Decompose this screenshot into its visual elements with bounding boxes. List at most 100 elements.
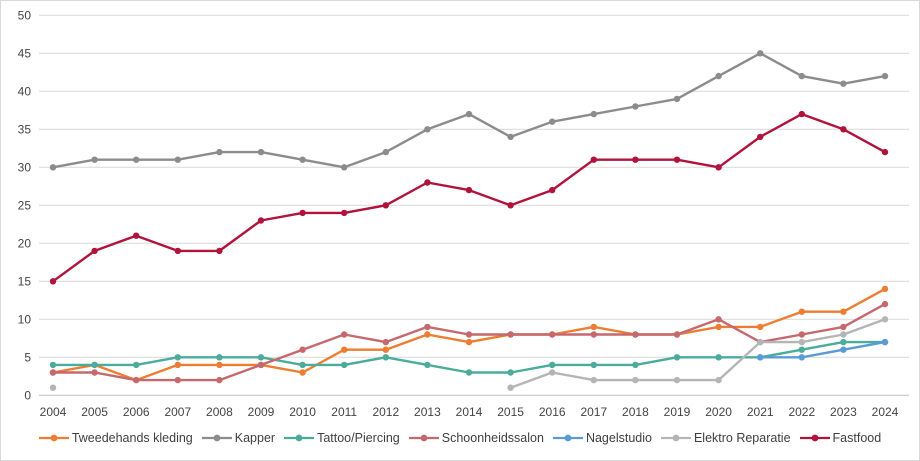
- series-line-elektro-reparatie: [509, 318, 887, 389]
- data-point-tweedehands-kleding: [840, 308, 847, 315]
- data-point-tattoo-piercing: [257, 354, 265, 361]
- x-tick-label: 2011: [331, 405, 357, 419]
- y-tick-label: 45: [18, 46, 32, 60]
- data-point-fastfood: [133, 232, 140, 239]
- legend-marker-icon: [799, 434, 830, 442]
- data-point-schoonheidssalon: [549, 331, 556, 338]
- data-point-elektro-reparatie: [507, 384, 514, 391]
- legend-marker-icon: [284, 434, 315, 442]
- data-point-tattoo-piercing: [216, 354, 223, 361]
- y-tick-label: 30: [18, 160, 32, 174]
- y-tick-label: 10: [18, 312, 32, 326]
- data-point-tweedehands-kleding: [715, 323, 722, 331]
- data-point-elektro-reparatie: [840, 331, 847, 338]
- series-line-kapper: [51, 52, 887, 169]
- data-point-schoonheidssalon: [424, 323, 431, 331]
- data-point-fastfood: [341, 209, 348, 217]
- x-tick-label: 2020: [705, 405, 732, 419]
- data-point-kapper: [632, 103, 639, 110]
- y-tick-label: 40: [18, 84, 32, 98]
- data-point-kapper: [507, 133, 514, 141]
- x-tick-label: 2007: [164, 405, 191, 419]
- y-tick-label: 25: [18, 198, 32, 212]
- data-point-fastfood: [299, 209, 306, 217]
- x-tick-label: 2017: [580, 405, 607, 419]
- data-point-kapper: [465, 110, 473, 118]
- data-point-kapper: [590, 110, 597, 118]
- legend-item-kapper: Kapper: [201, 431, 275, 445]
- data-point-tattoo-piercing: [341, 361, 348, 369]
- data-point-fastfood: [216, 247, 223, 255]
- data-point-fastfood: [382, 202, 389, 209]
- data-point-fastfood: [465, 186, 473, 194]
- data-point-kapper: [715, 72, 722, 80]
- data-point-elektro-reparatie: [632, 376, 639, 384]
- x-tick-label: 2018: [622, 405, 649, 419]
- x-tick-label: 2016: [539, 405, 566, 419]
- data-point-schoonheidssalon: [49, 369, 57, 376]
- data-point-tweedehands-kleding: [382, 346, 389, 353]
- data-point-tweedehands-kleding: [174, 361, 181, 369]
- data-point-kapper: [840, 80, 847, 87]
- data-point-kapper: [341, 164, 348, 171]
- data-point-tweedehands-kleding: [424, 331, 431, 338]
- legend-item-tweedehands-kleding: Tweedehands kleding: [38, 431, 193, 445]
- data-point-schoonheidssalon: [382, 338, 389, 346]
- data-point-schoonheidssalon: [257, 361, 265, 369]
- data-point-tweedehands-kleding: [341, 346, 348, 353]
- data-point-nagelstudio: [840, 346, 847, 353]
- x-tick-label: 2006: [123, 405, 150, 419]
- data-point-fastfood: [757, 133, 764, 141]
- data-point-elektro-reparatie: [715, 376, 722, 384]
- data-point-schoonheidssalon: [715, 316, 722, 323]
- data-point-elektro-reparatie: [49, 384, 57, 391]
- legend-item-schoonheidssalon: Schoonheidssalon: [408, 431, 544, 445]
- y-tick-label: 5: [24, 350, 31, 364]
- data-point-kapper: [798, 72, 805, 80]
- data-point-nagelstudio: [798, 354, 805, 361]
- legend-label: Schoonheidssalon: [441, 431, 544, 445]
- data-point-schoonheidssalon: [673, 331, 681, 338]
- legend-item-elektro-reparatie: Elektro Reparatie: [660, 431, 791, 445]
- data-point-kapper: [549, 118, 556, 125]
- data-point-fastfood: [840, 126, 847, 133]
- data-point-kapper: [257, 148, 265, 156]
- data-point-fastfood: [798, 110, 805, 118]
- data-point-schoonheidssalon: [299, 346, 306, 353]
- y-tick-label: 50: [18, 8, 32, 22]
- data-point-schoonheidssalon: [465, 331, 473, 338]
- data-point-tweedehands-kleding: [465, 338, 473, 346]
- x-tick-label: 2019: [664, 405, 691, 419]
- data-point-tattoo-piercing: [507, 369, 514, 376]
- data-point-tattoo-piercing: [715, 354, 722, 361]
- data-point-fastfood: [673, 156, 681, 163]
- data-point-fastfood: [715, 164, 722, 171]
- x-tick-label: 2024: [872, 405, 899, 419]
- data-point-schoonheidssalon: [798, 331, 805, 338]
- x-tick-label: 2010: [289, 405, 316, 419]
- data-point-tattoo-piercing: [798, 346, 805, 353]
- x-tick-label: 2004: [40, 405, 67, 419]
- data-point-tattoo-piercing: [840, 338, 847, 346]
- x-tick-label: 2014: [456, 405, 483, 419]
- legend-label: Fastfood: [832, 431, 882, 445]
- chart-legend: Tweedehands kleding Kapper Tattoo/Piercing…: [1, 431, 919, 445]
- data-point-schoonheidssalon: [590, 331, 597, 338]
- data-point-fastfood: [91, 247, 98, 255]
- x-tick-label: 2012: [372, 405, 399, 419]
- data-point-elektro-reparatie: [590, 376, 597, 384]
- data-point-tweedehands-kleding: [757, 323, 764, 331]
- data-point-tweedehands-kleding: [216, 361, 223, 369]
- data-point-tattoo-piercing: [133, 361, 140, 369]
- data-point-kapper: [424, 126, 431, 133]
- data-point-fastfood: [590, 156, 597, 163]
- data-point-fastfood: [881, 148, 889, 156]
- legend-label: Tattoo/Piercing: [317, 431, 400, 445]
- data-point-tweedehands-kleding: [881, 285, 889, 293]
- legend-label: Tweedehands kleding: [71, 431, 193, 445]
- data-point-fastfood: [174, 247, 181, 255]
- data-point-kapper: [133, 156, 140, 163]
- x-tick-label: 2021: [747, 405, 774, 419]
- data-point-tattoo-piercing: [299, 361, 306, 369]
